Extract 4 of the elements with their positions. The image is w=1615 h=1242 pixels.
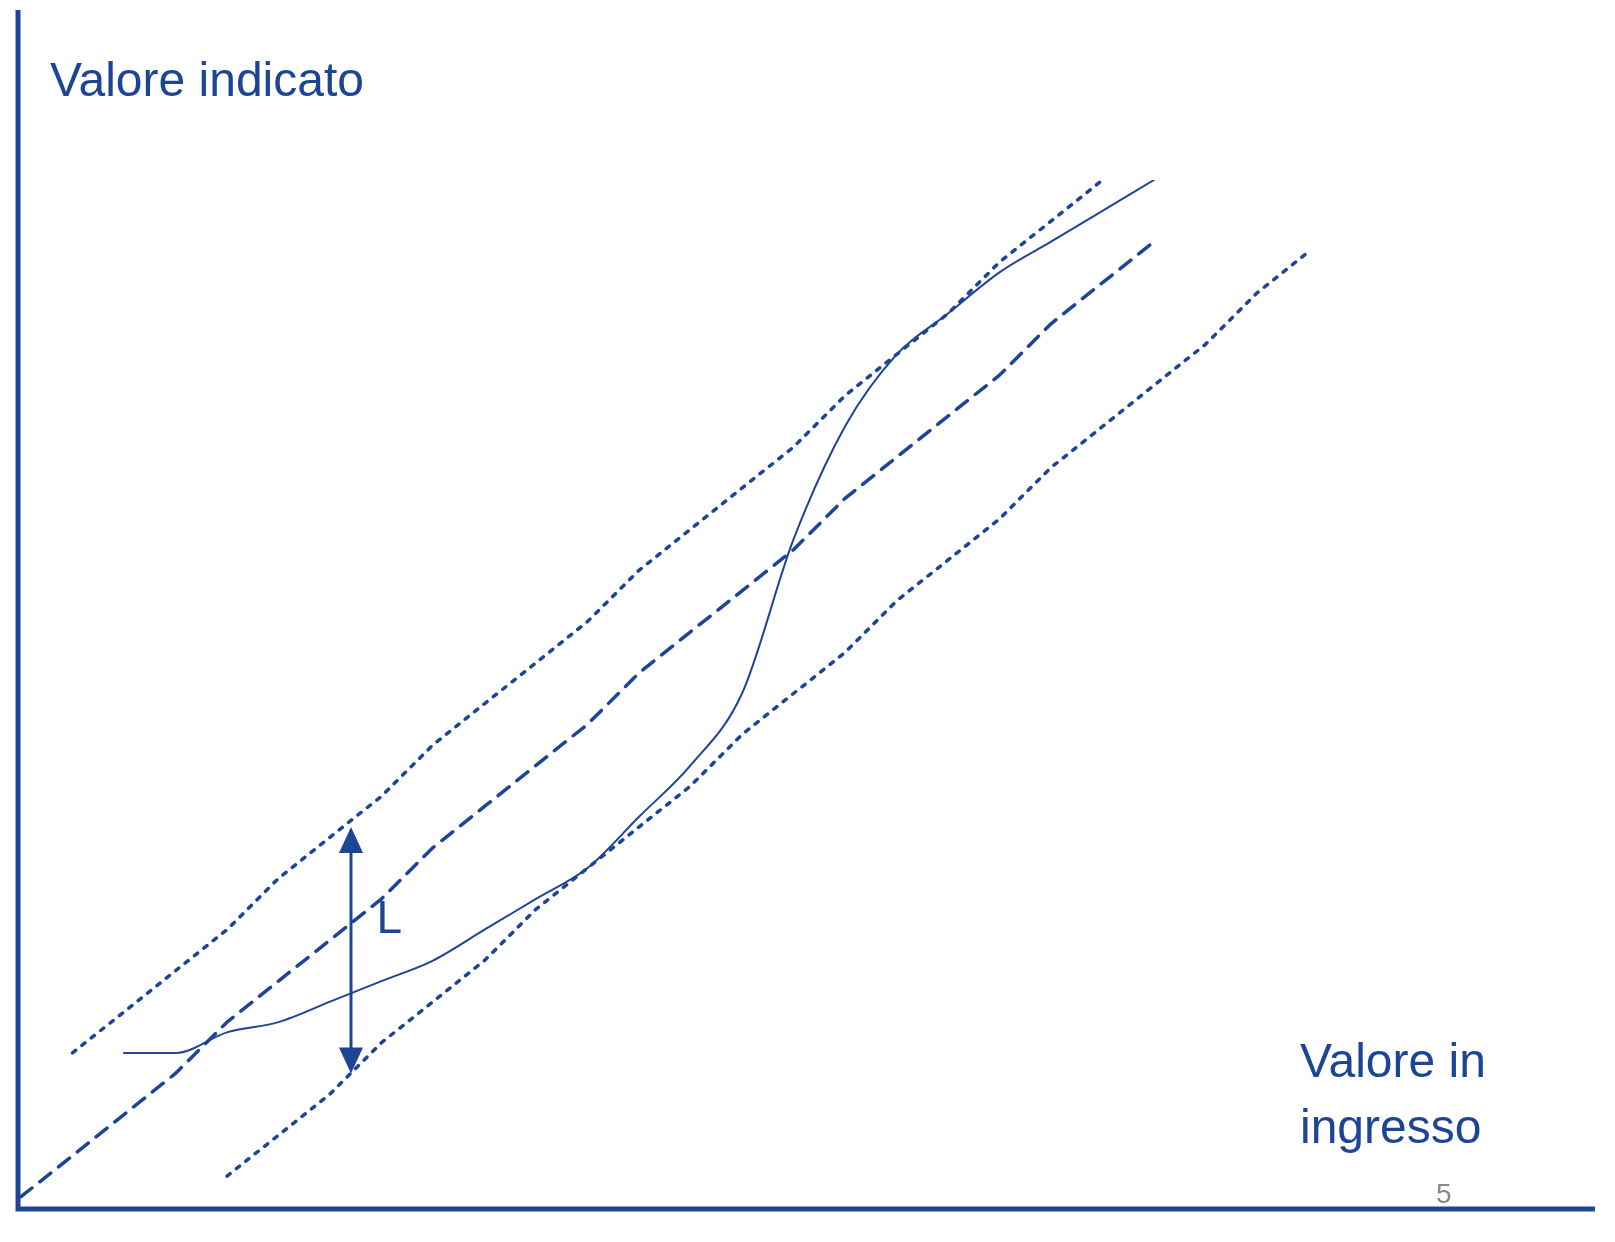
x-axis-title: Valore in ingresso bbox=[1300, 1033, 1487, 1155]
y-axis-title: Valore indicato bbox=[50, 52, 364, 107]
annotation: L bbox=[376, 890, 403, 945]
annotation: 5 bbox=[1436, 1178, 1452, 1210]
